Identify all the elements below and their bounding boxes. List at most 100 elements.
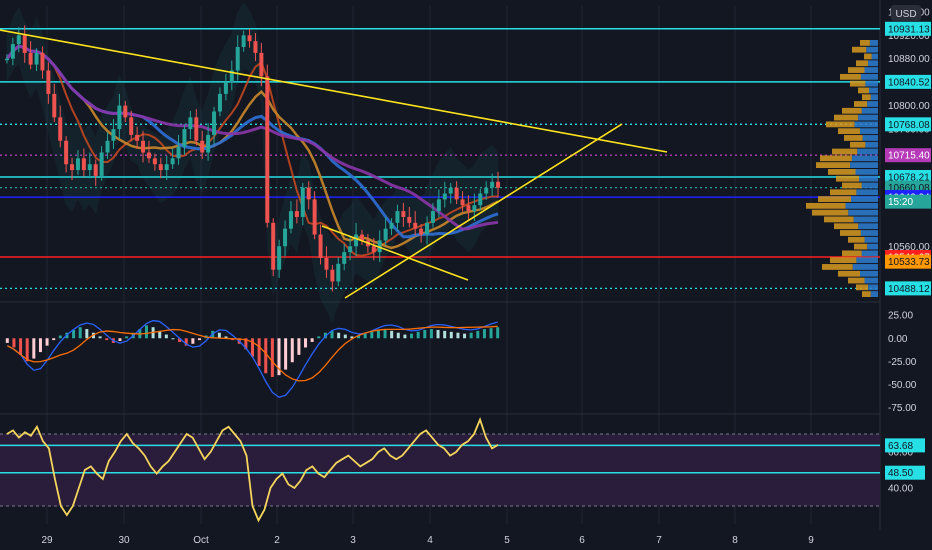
volume-profile-bar: [851, 196, 878, 202]
volume-profile-bar: [871, 53, 878, 60]
candle-body: [135, 134, 140, 141]
volume-profile-bar: [842, 107, 862, 114]
volume-profile-bar: [820, 155, 852, 162]
volume-profile-bar: [832, 148, 858, 155]
candle-body: [490, 181, 495, 188]
macd-histogram-bar: [32, 338, 36, 359]
volume-profile-bar: [861, 250, 878, 257]
currency-badge[interactable]: USD: [891, 5, 921, 21]
price-label-10715.40: 10715.40: [888, 151, 930, 162]
candle-body: [99, 152, 104, 176]
macd-histogram-bar: [343, 334, 347, 339]
volume-profile-bar: [836, 175, 860, 182]
macd-histogram-bar: [191, 338, 195, 344]
macd-histogram-bar: [423, 329, 427, 339]
volume-profile-bar: [870, 291, 878, 297]
volume-profile-bar: [867, 101, 878, 107]
macd-histogram-bar: [403, 334, 407, 339]
volume-profile-bar: [842, 182, 862, 189]
macd-histogram-bar: [144, 325, 148, 339]
candle-body: [407, 216, 412, 223]
price-label-box: [885, 148, 931, 163]
price-label-10840.52: 10840.52: [888, 77, 930, 88]
candle-body: [288, 211, 293, 229]
volume-profile-bar: [864, 67, 878, 73]
volume-profile-bar: [848, 236, 865, 243]
volume-profile-bar: [860, 270, 878, 277]
price-label-10678.21: 10678.21: [888, 172, 930, 183]
macd-histogram-bar: [12, 338, 16, 348]
volume-profile-bar: [842, 250, 862, 257]
candle-body: [371, 246, 376, 253]
time-tick-4: 4: [427, 535, 433, 546]
macd-tick: -25.00: [888, 357, 917, 368]
price-tick: 10920.00: [888, 31, 930, 42]
price-label-box: [885, 281, 931, 296]
countdown-label: 15:20: [888, 197, 913, 208]
candle-body: [34, 52, 39, 65]
candle-body: [300, 187, 305, 217]
price-label-box: [885, 254, 931, 269]
volume-profile-bar: [854, 101, 868, 107]
volume-profile-bar: [830, 257, 857, 264]
candle-body: [389, 222, 394, 229]
macd-histogram-bar: [178, 338, 182, 342]
trendline-descending: [0, 29, 668, 153]
candle-body: [312, 199, 317, 235]
candle-body: [324, 257, 329, 270]
time-axis[interactable]: 29 30 Oct 2 3 4 5 6 7 8 9: [41, 535, 814, 546]
volume-profile-bar: [850, 80, 866, 87]
volume-profile-bar: [848, 277, 865, 284]
macd-pane[interactable]: [5, 319, 500, 398]
volume-profile-bar: [856, 189, 878, 196]
volume-profile-bar: [870, 94, 878, 101]
macd-histogram-bar: [85, 329, 89, 339]
volume-profile-bar: [822, 264, 853, 270]
volume-profile-bar: [838, 128, 860, 135]
volume-profile-bar: [834, 114, 859, 121]
macd-tick: 0.00: [888, 334, 908, 345]
macd-histogram-bar: [449, 331, 453, 339]
macd-histogram-bar: [482, 329, 486, 339]
candle-body: [146, 152, 151, 159]
price-tick: 10560.00: [888, 242, 930, 253]
macd-histogram-bar: [38, 338, 42, 353]
volume-profile-bar: [869, 87, 878, 94]
candle-body: [442, 193, 447, 200]
candle-body: [188, 117, 193, 130]
price-label-box: [885, 117, 931, 132]
price-pane[interactable]: [0, 1, 880, 324]
macd-histogram-bar: [244, 338, 248, 350]
time-tick-7: 7: [656, 535, 662, 546]
candle-body: [377, 240, 382, 253]
macd-histogram-bar: [290, 338, 294, 363]
candle-body: [217, 93, 222, 112]
macd-histogram-bar: [390, 330, 394, 339]
candle-body: [259, 52, 264, 77]
candle-body: [158, 164, 163, 171]
candle-body: [206, 134, 211, 153]
volume-profile-bar: [838, 270, 860, 277]
macd-histogram-bar: [72, 329, 76, 339]
candle-body: [359, 234, 364, 241]
volume-profile-bar: [862, 94, 871, 101]
volume-profile-bar: [859, 175, 878, 182]
macd-histogram-bar: [197, 338, 201, 341]
rsi-level-box: [885, 465, 925, 480]
volume-profile-bar: [858, 114, 878, 121]
volume-profile-bar: [806, 202, 846, 209]
rsi-line: [6, 417, 499, 523]
macd-histogram-bar: [224, 336, 228, 339]
macd-histogram-bar: [184, 338, 188, 346]
candle-body: [241, 35, 246, 48]
candle-body: [253, 41, 258, 53]
candle-body: [16, 35, 21, 45]
macd-histogram-bar: [436, 329, 440, 339]
macd-histogram-bar: [270, 338, 274, 377]
candle-body: [141, 140, 146, 153]
rsi-pane[interactable]: [0, 417, 880, 523]
macd-histogram-bar: [78, 327, 82, 339]
candle-body: [413, 222, 418, 229]
volume-profile-bar: [856, 284, 869, 291]
